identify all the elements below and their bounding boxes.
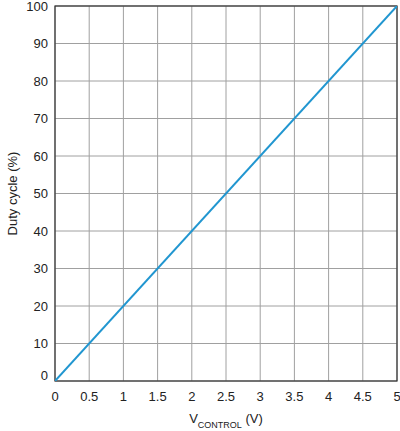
y-grid-line [55,268,397,269]
y-tick-label: 50 [34,186,48,201]
y-grid-line [55,156,397,157]
y-grid-line [55,343,397,344]
y-tick-label: 70 [34,111,48,126]
x-tick-label: 3 [257,389,264,404]
grid [55,6,397,381]
y-axis-label: Duty cycle (%) [5,152,20,236]
x-tick-label: 4 [325,389,332,404]
y-tick-label: 80 [34,74,48,89]
y-grid-line [55,118,397,119]
tick-labels: 00.511.522.533.544.550102030405060708090… [26,0,400,404]
x-axis-label: VCONTROL (V) [189,411,263,430]
x-tick-label: 2 [188,389,195,404]
x-tick-label: 1 [120,389,127,404]
y-tick-label: 20 [34,299,48,314]
plot-frame [55,6,397,381]
x-tick-label: 4.5 [354,389,372,404]
x-tick-label: 5 [393,389,400,404]
x-tick-label: 2.5 [217,389,235,404]
x-tick-label: 1.5 [149,389,167,404]
y-tick-label: 10 [34,336,48,351]
y-tick-label: 90 [34,36,48,51]
y-grid-line [55,43,397,44]
x-axis-label-part: V [189,411,198,426]
chart-container: 00.511.522.533.544.550102030405060708090… [0,0,400,431]
x-tick-label: 3.5 [285,389,303,404]
y-grid-line [55,231,397,232]
y-grid-line [55,306,397,307]
data-group [55,6,397,381]
y-grid-line [55,81,397,82]
x-tick-label: 0 [51,389,58,404]
y-tick-label: 30 [34,261,48,276]
y-tick-label: 0 [41,368,48,383]
y-tick-label: 40 [34,224,48,239]
y-tick-label: 100 [26,0,48,14]
x-axis-label-part: CONTROL [198,420,242,430]
x-axis-label-part: (V) [242,411,263,426]
x-tick-label: 0.5 [80,389,98,404]
data-line [55,6,397,381]
chart-svg: 00.511.522.533.544.550102030405060708090… [0,0,400,431]
y-tick-label: 60 [34,149,48,164]
